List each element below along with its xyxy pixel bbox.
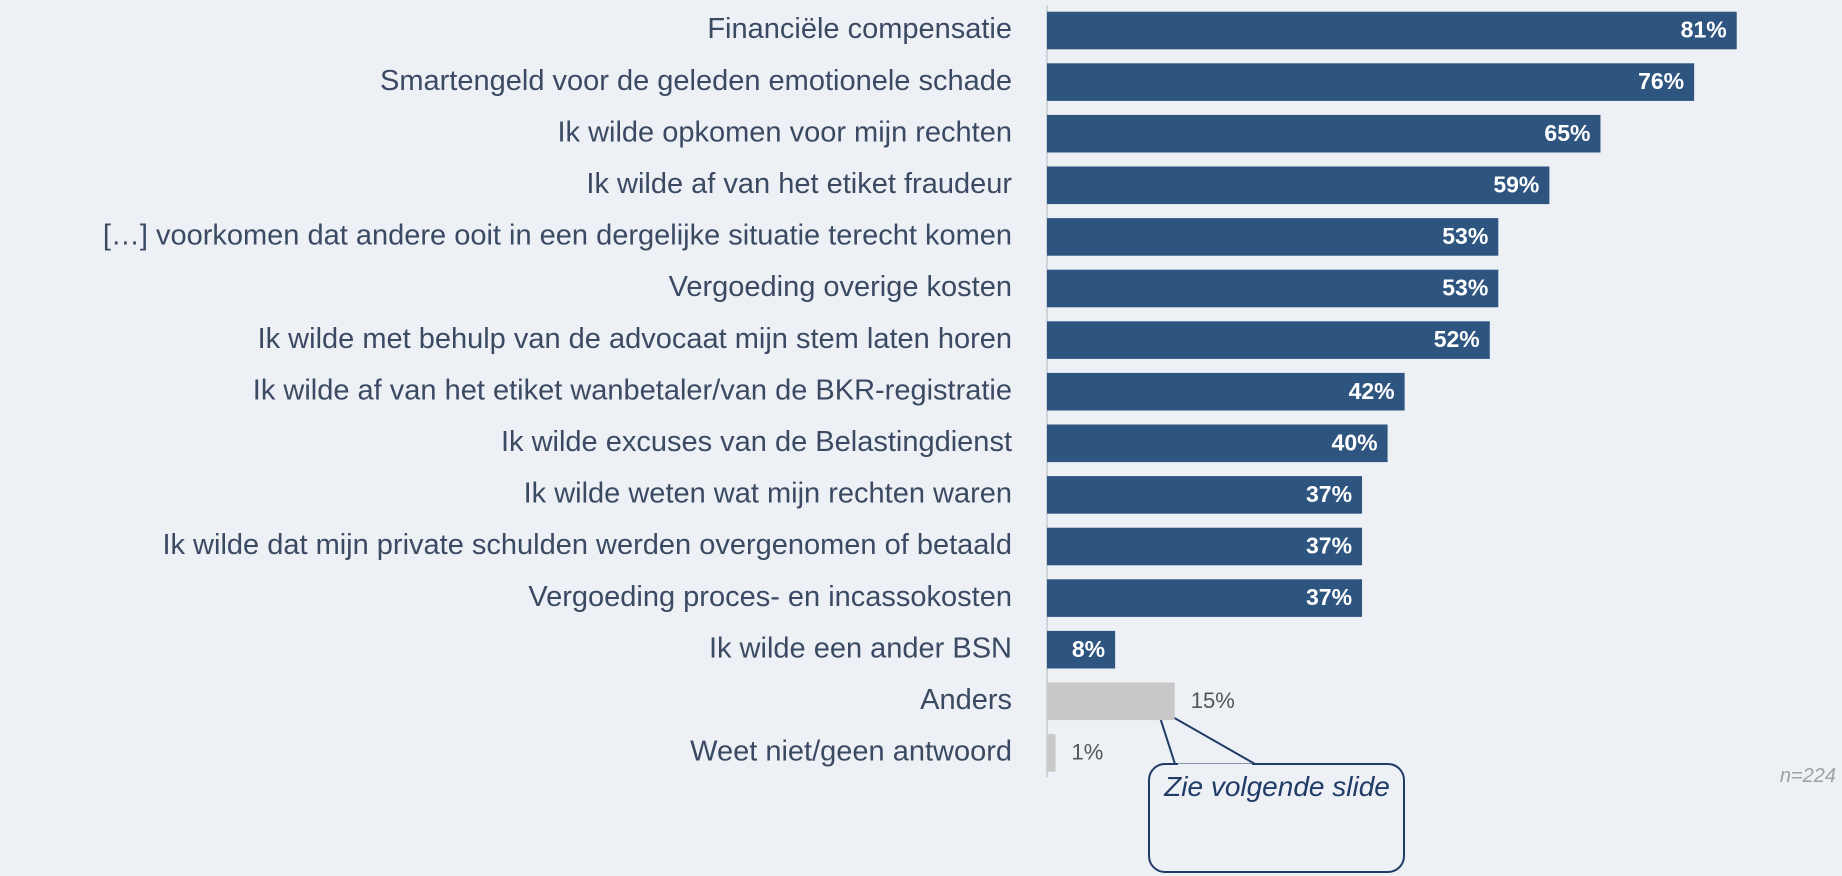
value-label: 37%	[1306, 584, 1352, 610]
sample-note: n=224	[1779, 765, 1836, 787]
category-label: Weet niet/geen antwoord	[690, 736, 1012, 768]
value-label: 53%	[1442, 275, 1488, 301]
bar	[1047, 166, 1550, 205]
bar	[1047, 630, 1116, 669]
callout-box	[1148, 763, 1405, 873]
category-label: Ik wilde met behulp van de advocaat mijn…	[258, 323, 1012, 355]
bar	[1047, 527, 1363, 566]
category-label: Ik wilde excuses van de Belastingdienst	[501, 426, 1012, 458]
annotation: Zie volgende slide	[1164, 771, 1390, 802]
value-label: 15%	[1191, 688, 1235, 713]
bar	[1047, 321, 1490, 359]
bar	[1047, 734, 1056, 772]
category-label: Vergoeding overige kosten	[669, 271, 1012, 303]
value-label: 76%	[1638, 68, 1684, 94]
value-label: 59%	[1493, 171, 1539, 197]
category-label: Vergoeding proces- en incassokosten	[528, 581, 1012, 613]
value-label: 52%	[1434, 326, 1480, 352]
bar	[1047, 218, 1499, 256]
value-label: 37%	[1306, 533, 1352, 559]
bar	[1047, 269, 1499, 308]
bar	[1047, 63, 1695, 101]
value-label: 65%	[1544, 120, 1590, 146]
category-label: Financiële compensatie	[707, 13, 1012, 45]
value-label: 53%	[1442, 223, 1488, 249]
category-label: Ik wilde af van het etiket wanbetaler/va…	[253, 374, 1012, 406]
category-label: Ik wilde dat mijn private schulden werde…	[162, 529, 1012, 561]
category-label: Ik wilde af van het etiket fraudeur	[586, 168, 1012, 200]
value-label: 40%	[1332, 429, 1378, 455]
category-label: Anders	[920, 684, 1012, 716]
bar	[1047, 424, 1388, 463]
value-label: 8%	[1072, 636, 1105, 662]
value-label: 1%	[1072, 740, 1104, 765]
category-label: […] voorkomen dat andere ooit in een der…	[103, 220, 1012, 252]
bar	[1047, 114, 1601, 153]
category-label: Ik wilde weten wat mijn rechten waren	[524, 478, 1012, 510]
category-label: Ik wilde opkomen voor mijn rechten	[557, 116, 1012, 148]
bar	[1047, 579, 1363, 617]
bar	[1047, 372, 1405, 411]
value-label: 81%	[1681, 17, 1727, 43]
value-label: 42%	[1349, 378, 1395, 404]
bar	[1047, 682, 1175, 721]
bar	[1047, 476, 1363, 514]
bar	[1047, 11, 1737, 50]
value-label: 37%	[1306, 481, 1352, 507]
category-label: Ik wilde een ander BSN	[709, 632, 1012, 664]
category-label: Smartengeld voor de geleden emotionele s…	[380, 65, 1012, 97]
